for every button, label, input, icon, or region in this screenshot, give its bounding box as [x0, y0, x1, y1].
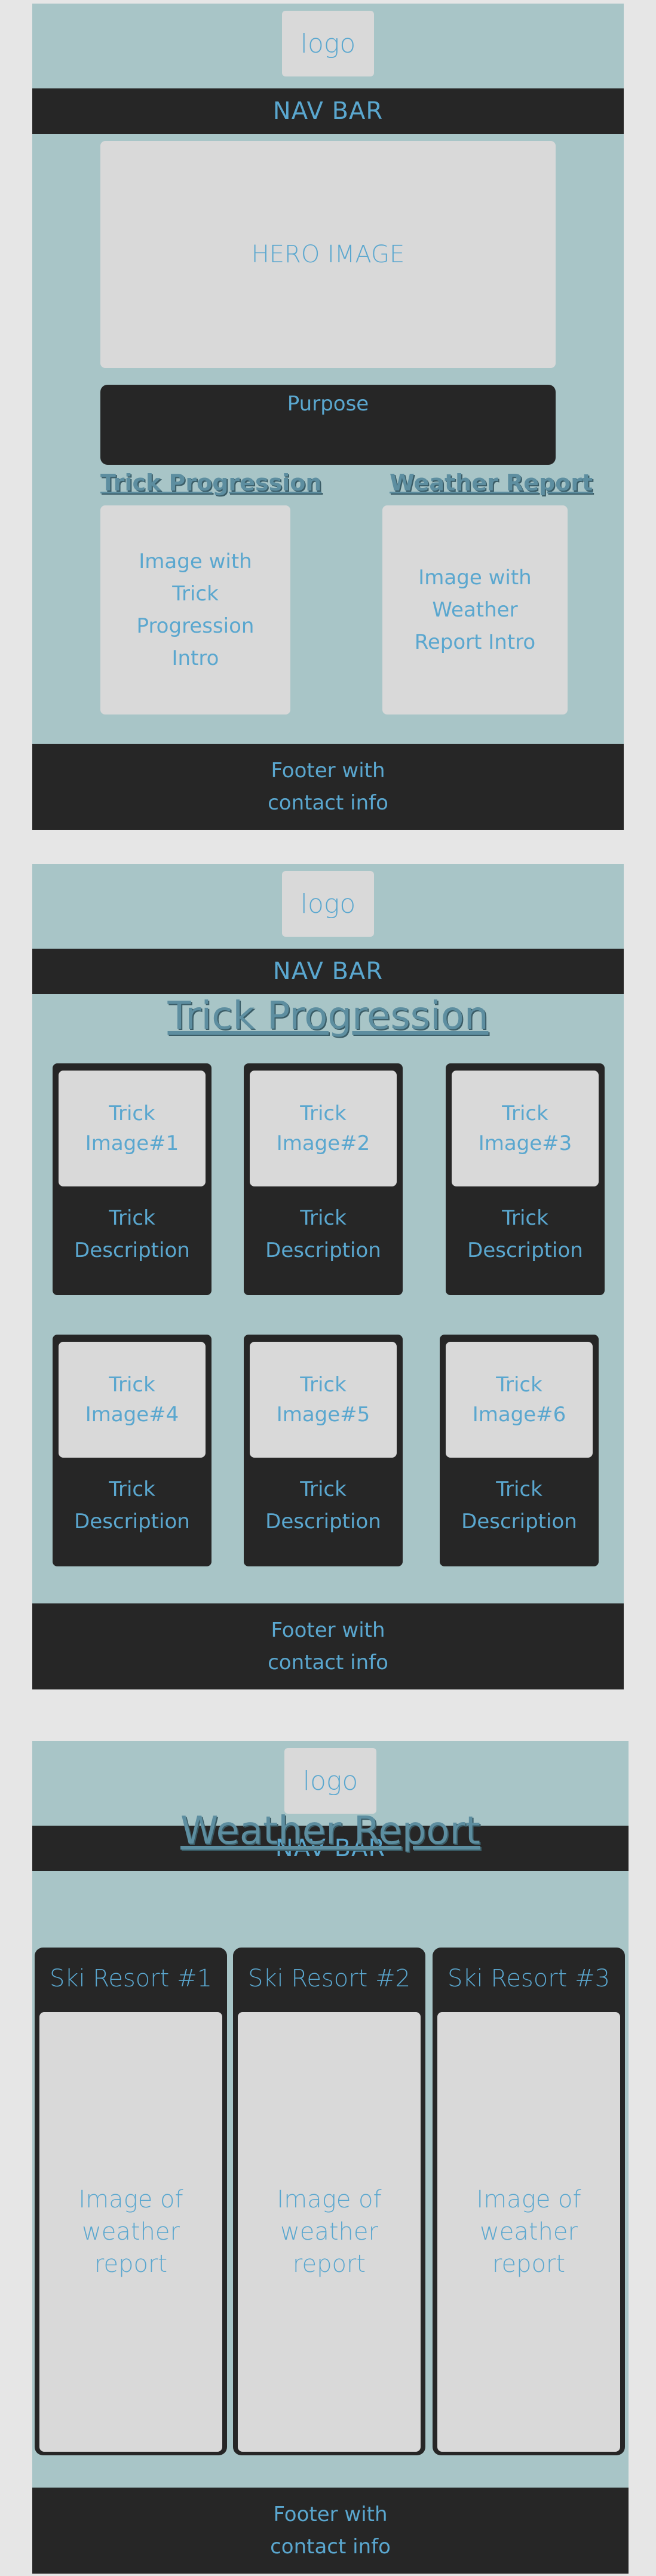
trick-card-4[interactable]: Trick Image#4 Trick Description: [53, 1335, 211, 1566]
resort-name: Ski Resort #2: [247, 1965, 411, 1992]
hero-image: HERO IMAGE: [100, 141, 556, 368]
trick-description: Trick Description: [461, 1477, 577, 1534]
ski-resort-3[interactable]: Ski Resort #3 Image of weather report: [433, 1948, 625, 2455]
trick-description: Trick Description: [74, 1206, 190, 1262]
trick-description: Trick Description: [265, 1206, 381, 1262]
resort-name: Ski Resort #1: [49, 1965, 213, 1992]
trick-progression-link[interactable]: Trick Progression: [100, 470, 322, 496]
footer: Footer with contact info: [32, 2488, 629, 2574]
trick-progression-intro-image[interactable]: Image with Trick Progression Intro: [100, 505, 290, 714]
trick-card-1[interactable]: Trick Image#1 Trick Description: [53, 1063, 211, 1295]
logo[interactable]: logo: [282, 871, 374, 937]
logo[interactable]: logo: [284, 1748, 376, 1814]
trick-image: Trick Image#6: [446, 1342, 593, 1458]
weather-report-wireframe: logo NAV BAR Weather Report Ski Resort #…: [32, 1741, 629, 2574]
trick-progression-wireframe: logo NAV BAR Trick Progression Trick Ima…: [32, 864, 624, 1689]
trick-image: Trick Image#5: [250, 1342, 397, 1458]
weather-report-link[interactable]: Weather Report: [390, 470, 593, 496]
weather-report-image: Image of weather report: [437, 2012, 620, 2452]
purpose-section: Purpose: [100, 385, 556, 465]
nav-bar[interactable]: NAV BAR: [32, 1826, 629, 1871]
trick-card-3[interactable]: Trick Image#3 Trick Description: [446, 1063, 605, 1295]
weather-report-image: Image of weather report: [238, 2012, 421, 2452]
logo[interactable]: logo: [282, 11, 374, 76]
page-title: Trick Progression: [167, 994, 489, 1038]
resort-name: Ski Resort #3: [447, 1965, 611, 1992]
trick-image: Trick Image#2: [250, 1071, 397, 1186]
nav-bar[interactable]: NAV BAR: [32, 88, 624, 134]
trick-image: Trick Image#3: [452, 1071, 599, 1186]
nav-bar[interactable]: NAV BAR: [32, 949, 624, 994]
weather-report-intro-image[interactable]: Image with Weather Report Intro: [382, 505, 568, 714]
trick-description: Trick Description: [467, 1206, 583, 1262]
weather-report-image: Image of weather report: [39, 2012, 222, 2452]
trick-image: Trick Image#4: [59, 1342, 206, 1458]
trick-card-5[interactable]: Trick Image#5 Trick Description: [244, 1335, 403, 1566]
trick-card-2[interactable]: Trick Image#2 Trick Description: [244, 1063, 403, 1295]
ski-resort-2[interactable]: Ski Resort #2 Image of weather report: [233, 1948, 425, 2455]
footer: Footer with contact info: [32, 1603, 624, 1689]
trick-card-6[interactable]: Trick Image#6 Trick Description: [440, 1335, 599, 1566]
home-wireframe: logo NAV BAR HERO IMAGE Purpose Trick Pr…: [32, 4, 624, 830]
ski-resort-1[interactable]: Ski Resort #1 Image of weather report: [35, 1948, 227, 2455]
purpose-label: Purpose: [287, 392, 369, 416]
trick-description: Trick Description: [74, 1477, 190, 1534]
trick-image: Trick Image#1: [59, 1071, 206, 1186]
trick-description: Trick Description: [265, 1477, 381, 1534]
footer: Footer with contact info: [32, 744, 624, 830]
page-title: Weather Report: [180, 1809, 480, 1853]
